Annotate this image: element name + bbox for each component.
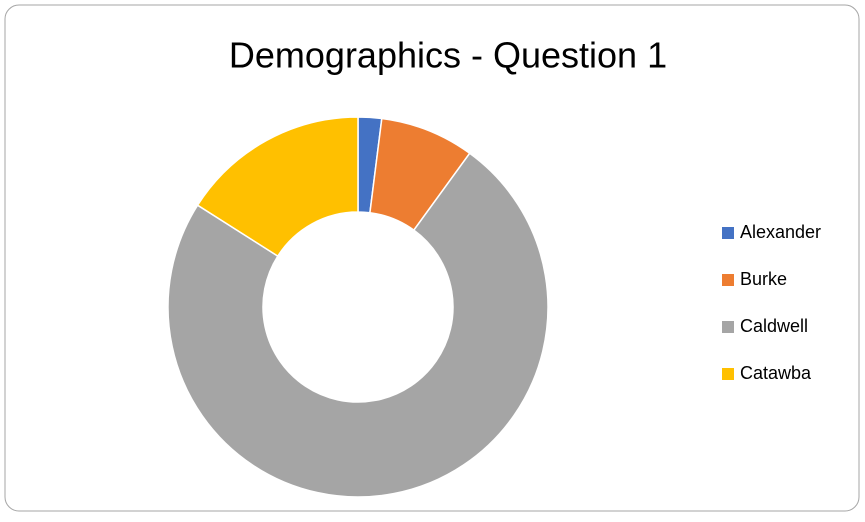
legend-swatch: [722, 321, 734, 333]
legend-label: Burke: [740, 269, 787, 289]
legend-swatch: [722, 227, 734, 239]
legend-swatch: [722, 274, 734, 286]
chart-title: Demographics - Question 1: [229, 35, 667, 76]
legend-label: Alexander: [740, 222, 821, 242]
legend-label: Catawba: [740, 363, 812, 383]
legend-swatch: [722, 368, 734, 380]
donut-slice: [196, 116, 359, 258]
legend-label: Caldwell: [740, 316, 808, 336]
donut-slice: [167, 152, 549, 498]
